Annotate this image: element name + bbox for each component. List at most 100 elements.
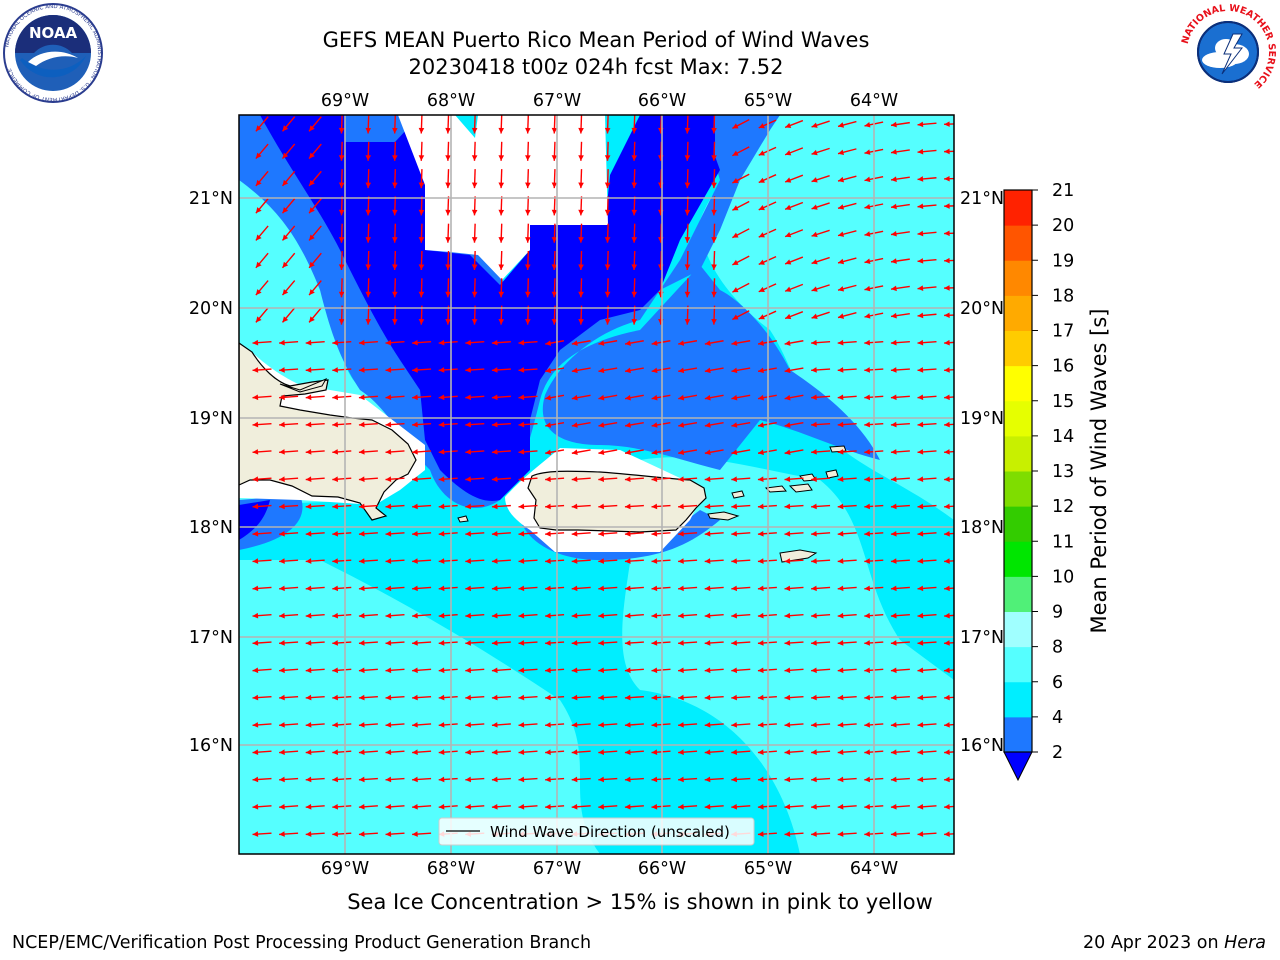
wave-arrow — [784, 311, 804, 320]
wave-arrow — [571, 530, 591, 537]
wave-arrow — [571, 421, 591, 428]
wave-arrow — [890, 667, 910, 674]
wave-arrow — [598, 694, 618, 701]
wave-arrow — [252, 585, 272, 592]
wave-arrow — [811, 694, 831, 701]
wave-arrow — [252, 612, 272, 619]
wave-arrow — [678, 449, 698, 456]
wave-arrow — [498, 141, 505, 161]
wave-arrow — [465, 803, 485, 810]
wave-arrow — [392, 141, 398, 161]
wave-arrow — [332, 530, 352, 537]
wave-arrow — [358, 694, 378, 701]
wave-arrow — [784, 201, 804, 210]
lat-label-right: 20°N — [960, 299, 1004, 319]
wave-arrow — [465, 722, 485, 728]
wave-arrow — [837, 803, 857, 810]
wave-arrow — [784, 476, 804, 482]
wave-arrow — [392, 169, 398, 189]
wave-arrow — [784, 283, 804, 292]
wave-arrow — [545, 612, 565, 619]
wave-arrow — [358, 667, 378, 674]
wave-arrow — [438, 367, 458, 373]
wave-arrow — [518, 558, 538, 564]
wave-arrow — [624, 503, 644, 510]
wave-arrow — [651, 722, 671, 728]
wave-arrow — [385, 667, 405, 674]
wave-arrow — [385, 776, 405, 783]
wave-arrow — [704, 749, 724, 755]
wave-arrow — [604, 250, 611, 271]
wave-arrow — [358, 449, 378, 455]
wave-arrow — [545, 640, 565, 646]
lon-label-bottom: 67°W — [533, 859, 581, 879]
wave-arrow — [252, 776, 272, 783]
lat-label-right: 19°N — [960, 409, 1004, 429]
wave-arrow — [255, 307, 269, 323]
wave-arrow — [678, 803, 698, 810]
wave-arrow — [604, 278, 611, 298]
wave-arrow — [917, 667, 937, 674]
wave-arrow — [604, 141, 611, 161]
wave-arrow — [890, 612, 910, 619]
wave-arrow — [518, 776, 538, 783]
wave-arrow — [438, 449, 458, 455]
wave-arrow — [412, 476, 432, 482]
wave-arrow — [279, 449, 299, 455]
wave-arrow — [917, 831, 937, 837]
wave-arrow — [279, 612, 299, 619]
wave-arrow — [438, 803, 458, 810]
wave-arrow — [811, 722, 831, 728]
wave-arrow — [837, 722, 857, 728]
wave-arrow — [471, 196, 478, 216]
wave-arrow — [631, 115, 638, 134]
wave-arrow — [837, 202, 857, 210]
wave-arrow — [890, 803, 910, 810]
wave-arrow — [392, 278, 398, 298]
wave-arrow — [917, 449, 937, 455]
wave-arrow — [890, 367, 910, 373]
wave-arrow — [811, 530, 831, 537]
wave-arrow — [811, 202, 830, 210]
wave-arrow — [784, 530, 804, 537]
wave-arrow — [678, 503, 698, 510]
wave-arrow — [332, 722, 352, 728]
wave-arrow — [385, 831, 405, 837]
wave-arrow — [837, 421, 857, 428]
wave-arrow — [418, 250, 425, 271]
wave-arrow — [332, 394, 352, 401]
wave-arrow — [332, 421, 352, 428]
wave-arrow — [279, 394, 299, 401]
wave-arrow — [412, 776, 432, 783]
wave-arrow — [731, 585, 751, 592]
wave-arrow — [358, 640, 378, 646]
wave-arrow — [571, 749, 591, 755]
wave-arrow — [385, 339, 405, 346]
wave-arrow — [631, 250, 638, 271]
map-legend: Wind Wave Direction (unscaled) — [438, 817, 755, 846]
wave-arrow — [704, 367, 724, 374]
wave-arrow — [571, 367, 591, 374]
wave-arrow — [332, 640, 352, 646]
wave-arrow — [704, 503, 724, 510]
latitude-labels-right: 21°N 20°N 19°N 18°N 17°N 16°N — [960, 189, 1004, 756]
wave-arrow — [704, 722, 724, 728]
wave-arrow — [338, 141, 345, 161]
wave-arrow — [651, 340, 671, 346]
lon-label-bottom: 66°W — [638, 859, 686, 879]
wave-arrow — [255, 252, 269, 269]
wave-arrow — [545, 394, 565, 401]
wave-arrow — [837, 776, 857, 783]
wave-arrow — [604, 115, 611, 134]
wave-arrow — [837, 312, 857, 319]
wave-arrow — [412, 722, 432, 728]
wave-arrow — [571, 503, 591, 510]
wave-arrow — [281, 116, 296, 132]
lon-label-bottom: 69°W — [321, 859, 369, 879]
wave-arrow — [578, 278, 584, 298]
wave-arrow — [445, 141, 451, 161]
wave-arrow — [305, 803, 325, 810]
wave-arrow — [385, 421, 405, 428]
wave-arrow — [358, 367, 378, 373]
wave-arrow — [545, 449, 565, 456]
